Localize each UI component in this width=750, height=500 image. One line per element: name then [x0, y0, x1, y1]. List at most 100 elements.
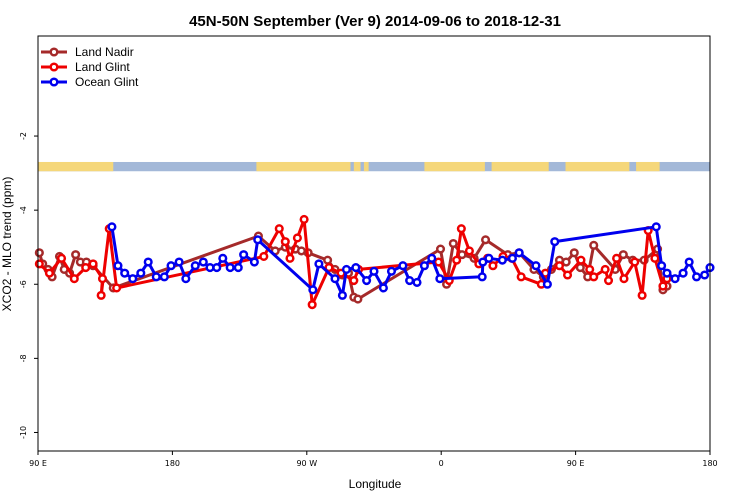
x-tick-label: 0: [439, 459, 444, 468]
data-point: [151, 272, 161, 282]
y-tick-label: -6: [19, 280, 28, 288]
data-point: [662, 268, 672, 278]
data-point: [299, 214, 309, 224]
y-tick-label: -8: [19, 354, 28, 362]
data-point: [600, 264, 610, 274]
data-point: [323, 255, 333, 265]
data-point: [585, 264, 595, 274]
data-point: [561, 257, 571, 267]
legend-label: Land Glint: [75, 60, 130, 74]
data-point: [34, 259, 44, 269]
y-tick-label: -2: [19, 132, 28, 140]
land-segment: [256, 161, 351, 172]
data-point: [531, 261, 541, 271]
x-tick-label: 180: [165, 459, 180, 468]
data-point: [589, 240, 599, 250]
data-point: [464, 246, 474, 256]
y-axis: -2 -4 -6 -8 -10: [19, 132, 38, 439]
data-point: [589, 272, 599, 282]
data-point: [69, 274, 79, 284]
data-point: [497, 255, 507, 265]
series-layer: [34, 214, 715, 310]
data-point: [259, 251, 269, 262]
data-point: [341, 264, 351, 274]
data-point: [253, 235, 263, 245]
legend-marker: [49, 62, 59, 72]
series-ocean-glint: [107, 222, 715, 300]
legend-label: Land Nadir: [75, 45, 134, 59]
data-point: [435, 274, 445, 284]
data-point: [619, 274, 629, 284]
data-point: [233, 263, 243, 273]
data-point: [412, 277, 422, 287]
ocean-band: [38, 161, 710, 172]
data-point: [307, 300, 317, 310]
data-point: [550, 237, 560, 247]
plot-frame: [37, 35, 711, 452]
data-point: [239, 250, 249, 260]
data-point: [569, 248, 579, 258]
data-point: [419, 261, 429, 271]
data-point: [378, 283, 388, 293]
data-point: [113, 261, 123, 271]
data-point: [456, 224, 466, 234]
data-point: [637, 290, 647, 300]
data-point: [603, 276, 614, 286]
x-tick-label: 180: [702, 459, 717, 468]
data-point: [120, 268, 130, 278]
legend-item: Land Glint: [41, 60, 130, 74]
x-axis-label: Longitude: [349, 477, 402, 491]
x-tick-label: 90 E: [567, 459, 585, 468]
data-point: [181, 274, 191, 284]
data-point: [362, 276, 372, 286]
data-point: [576, 255, 586, 265]
data-point: [143, 257, 153, 267]
data-point: [433, 257, 444, 267]
land-segment: [38, 161, 114, 172]
legend-item: Ocean Glint: [41, 75, 139, 89]
data-point: [292, 233, 302, 243]
data-point: [330, 274, 340, 284]
data-point: [71, 250, 81, 260]
data-point: [477, 272, 487, 282]
data-point: [198, 257, 208, 267]
data-point: [353, 294, 363, 304]
data-point: [670, 274, 680, 284]
data-point: [337, 290, 347, 300]
data-point: [562, 270, 573, 280]
data-point: [308, 285, 318, 295]
land-ocean-band: [38, 161, 710, 172]
chart-title: 45N-50N September (Ver 9) 2014-09-06 to …: [189, 13, 561, 30]
data-point: [107, 222, 117, 232]
data-point: [488, 261, 498, 271]
data-point: [405, 276, 415, 286]
data-point: [324, 263, 334, 273]
legend-marker: [49, 77, 59, 87]
data-point: [351, 263, 361, 273]
data-point: [218, 253, 228, 263]
data-point: [514, 248, 524, 258]
land-segment: [491, 161, 549, 172]
land-segment: [565, 161, 630, 172]
data-point: [484, 253, 494, 263]
data-point: [112, 283, 122, 293]
land-segment: [363, 161, 369, 172]
data-point: [190, 261, 200, 271]
data-point: [612, 253, 622, 263]
data-point: [34, 248, 44, 258]
data-point: [249, 257, 259, 267]
data-point: [136, 268, 146, 278]
data-point: [212, 263, 222, 273]
data-point: [56, 253, 67, 263]
data-point: [280, 237, 290, 247]
data-point: [630, 257, 640, 267]
data-point: [369, 266, 379, 276]
data-point: [658, 281, 668, 291]
x-tick-label: 90 E: [29, 459, 47, 468]
data-point: [448, 238, 458, 249]
data-point: [684, 257, 694, 267]
series-land-glint: [34, 214, 672, 310]
data-point: [650, 253, 660, 263]
